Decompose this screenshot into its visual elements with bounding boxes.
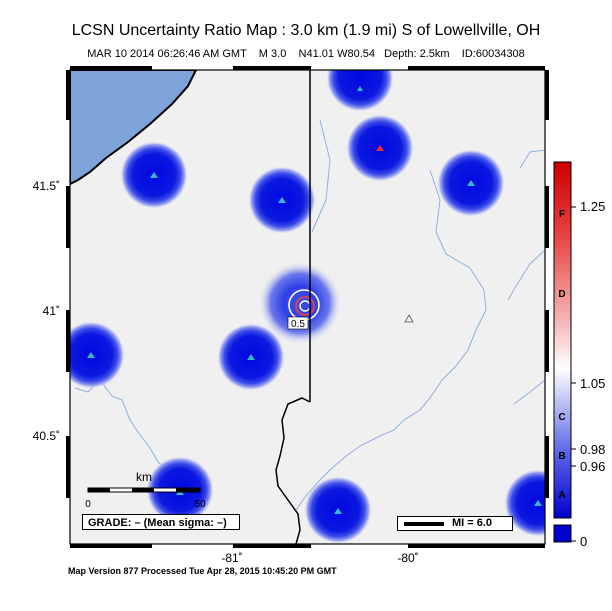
map-title: LCSN Uncertainty Ratio Map : 3.0 km (1.9… bbox=[71, 22, 541, 39]
grade-box: GRADE: – (Mean sigma: –) bbox=[82, 514, 240, 530]
colorbar-letter: B bbox=[558, 451, 565, 462]
scale-end: 50 bbox=[194, 499, 206, 510]
contour-label-box bbox=[287, 316, 309, 330]
colorbar-letter: F bbox=[559, 209, 565, 220]
scale-start: 0 bbox=[85, 499, 91, 510]
scale-unit: km bbox=[136, 470, 152, 484]
y-tick-label: 41˚ bbox=[43, 304, 60, 318]
contour-label: 0.5 bbox=[291, 319, 305, 330]
mmi-line-sample bbox=[404, 522, 444, 526]
colorbar-value: 0 bbox=[580, 534, 587, 549]
colorbar-letter: A bbox=[558, 490, 565, 501]
colorbar-value: 0.98 bbox=[580, 442, 605, 457]
map-version-footer: Map Version 877 Processed Tue Apr 28, 20… bbox=[68, 566, 337, 576]
colorbar-value: 1.05 bbox=[580, 376, 605, 391]
colorbar-letter: D bbox=[558, 289, 565, 300]
mmi-label: MI = 6.0 bbox=[452, 517, 493, 529]
lake-erie bbox=[70, 70, 198, 186]
scale-bar: km 0 50 bbox=[85, 470, 206, 510]
y-tick-label: 41.5˚ bbox=[33, 179, 60, 193]
map-border-ticks bbox=[66, 66, 549, 548]
state-borders bbox=[275, 70, 311, 544]
mmi-legend: MI = 6.0 bbox=[397, 516, 513, 531]
x-tick-label: -81˚ bbox=[221, 551, 242, 565]
y-tick-label: 40.5˚ bbox=[33, 429, 60, 443]
event-info: MAR 10 2014 06:26:46 AM GMT M 3.0 N41.01… bbox=[87, 48, 525, 60]
colorbar: F D C B A 1.25 1.05 0.98 0.96 0 bbox=[553, 161, 605, 549]
colorbar-value: 0.96 bbox=[580, 459, 605, 474]
x-tick-label: -80˚ bbox=[397, 551, 418, 565]
colorbar-letter: C bbox=[558, 412, 565, 423]
colorbar-value: 1.25 bbox=[580, 199, 605, 214]
